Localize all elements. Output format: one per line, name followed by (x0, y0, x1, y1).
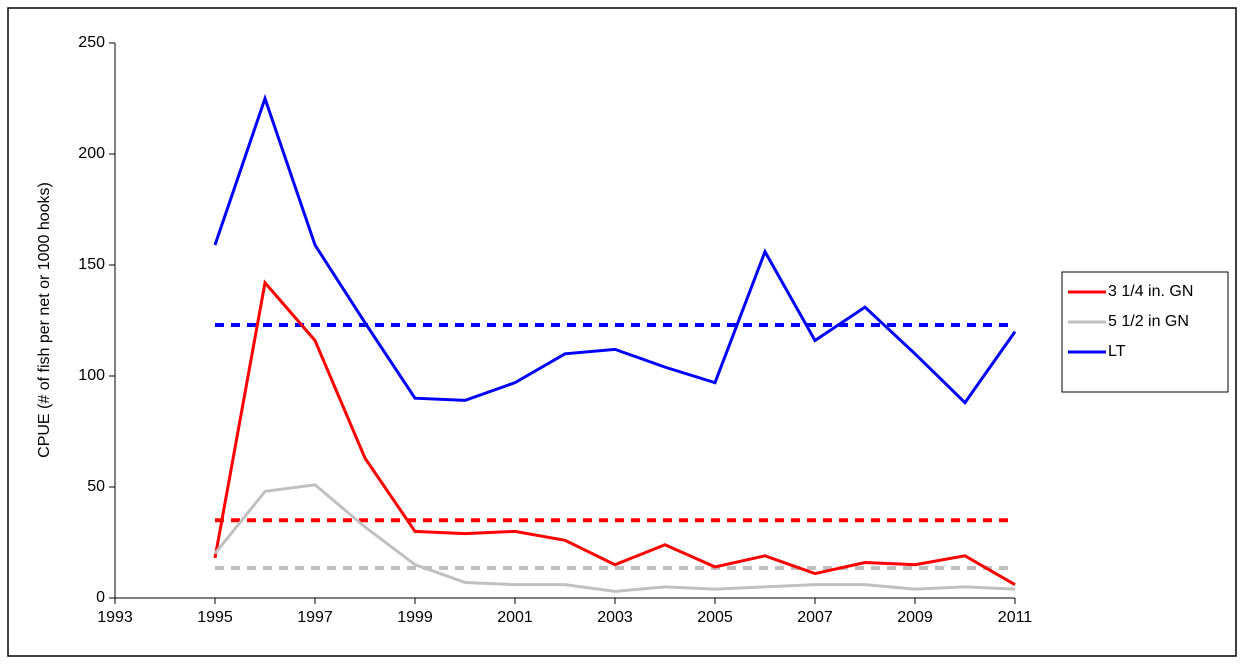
legend-label: 5 1/2 in GN (1108, 313, 1189, 330)
x-tick-label: 2007 (797, 609, 833, 626)
legend-label: 3 1/4 in. GN (1108, 283, 1193, 300)
y-tick-label: 150 (78, 256, 105, 273)
chart-border (7, 7, 1237, 657)
y-tick-label: 0 (96, 589, 105, 606)
series-line (213, 93, 1017, 405)
x-tick-label: 1993 (97, 609, 133, 626)
x-tick-label: 2011 (998, 609, 1033, 626)
y-tick-label: 250 (78, 34, 105, 51)
x-tick-label: 1997 (297, 609, 333, 626)
series-line (213, 483, 1016, 593)
x-tick-label: 2001 (497, 609, 533, 626)
series-line (213, 279, 1016, 586)
x-tick-label: 1995 (197, 609, 233, 626)
y-tick-label: 100 (78, 367, 105, 384)
y-tick-label: 200 (78, 145, 105, 162)
y-axis-label: CPUE (# of fish per net or 1000 hooks) (36, 182, 53, 458)
y-tick-label: 50 (87, 478, 105, 495)
legend-label: LT (1108, 343, 1126, 360)
x-tick-label: 2009 (897, 609, 933, 626)
x-tick-label: 2003 (597, 609, 633, 626)
x-tick-label: 2005 (697, 609, 733, 626)
x-tick-label: 1999 (397, 609, 433, 626)
